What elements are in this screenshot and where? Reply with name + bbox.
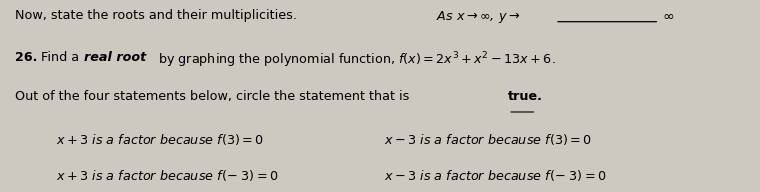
Text: $\infty$: $\infty$: [661, 9, 674, 23]
Text: $x - 3$ is a factor because $f(-\ 3) = 0$: $x - 3$ is a factor because $f(-\ 3) = 0…: [384, 167, 606, 183]
Text: $x + 3$ is a factor because $f(-\ 3) = 0$: $x + 3$ is a factor because $f(-\ 3) = 0…: [56, 167, 279, 183]
Text: true.: true.: [508, 90, 543, 103]
Text: $x + 3$ is a factor because $f(3) = 0$: $x + 3$ is a factor because $f(3) = 0$: [56, 132, 264, 147]
Text: by graphing the polynomial function, $f(x) = 2x^3 + x^2 - 13x + 6.$: by graphing the polynomial function, $f(…: [154, 51, 556, 70]
Text: Now, state the roots and their multiplicities.: Now, state the roots and their multiplic…: [15, 9, 297, 22]
Text: real root: real root: [84, 51, 147, 64]
Text: Out of the four statements below, circle the statement that is: Out of the four statements below, circle…: [15, 90, 413, 103]
Text: 26.: 26.: [15, 51, 37, 64]
Text: Find a: Find a: [41, 51, 84, 64]
Text: As $x \rightarrow \infty$, $y \rightarrow$: As $x \rightarrow \infty$, $y \rightarro…: [435, 9, 520, 26]
Text: $x - 3$ is a factor because $f(3) = 0$: $x - 3$ is a factor because $f(3) = 0$: [384, 132, 592, 147]
